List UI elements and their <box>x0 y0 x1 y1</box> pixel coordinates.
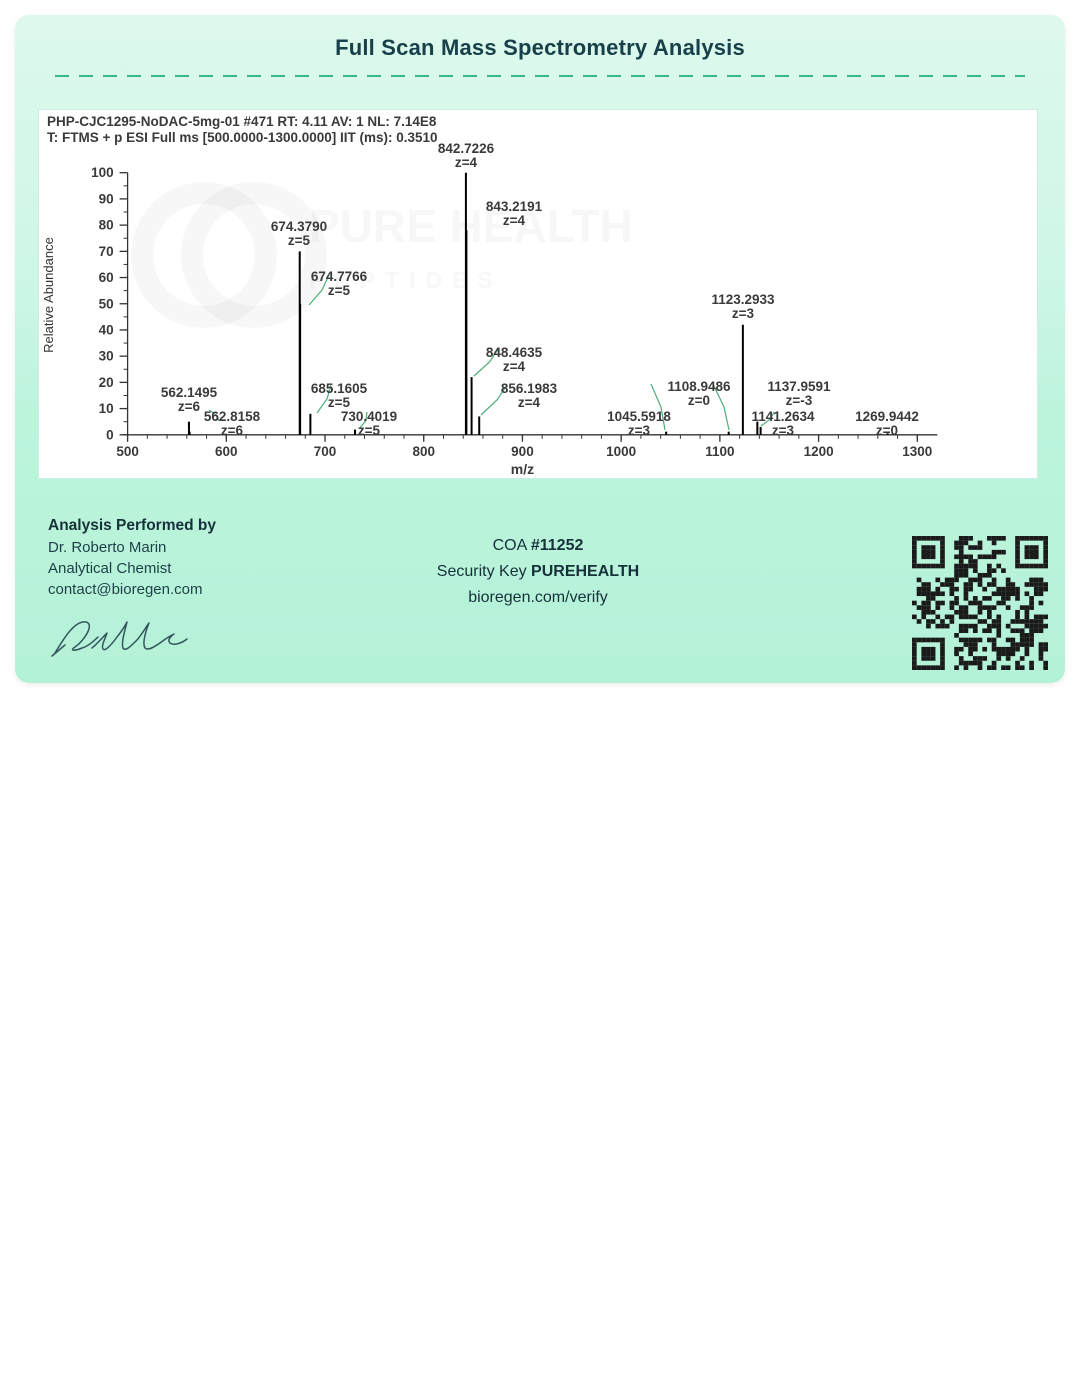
svg-text:1100: 1100 <box>705 444 734 459</box>
svg-text:500: 500 <box>116 444 139 459</box>
svg-text:100: 100 <box>91 165 114 180</box>
svg-text:90: 90 <box>99 191 114 206</box>
svg-text:50: 50 <box>99 296 114 311</box>
svg-text:80: 80 <box>99 218 114 233</box>
svg-text:40: 40 <box>99 322 114 337</box>
svg-text:1000: 1000 <box>606 444 636 459</box>
svg-text:70: 70 <box>99 244 114 259</box>
svg-text:700: 700 <box>314 444 337 459</box>
svg-text:1300: 1300 <box>902 444 932 459</box>
svg-text:10: 10 <box>99 401 114 416</box>
svg-text:60: 60 <box>99 270 114 285</box>
svg-text:30: 30 <box>99 349 114 364</box>
svg-text:800: 800 <box>412 444 435 459</box>
svg-text:1200: 1200 <box>804 444 834 459</box>
svg-text:20: 20 <box>99 375 114 390</box>
svg-text:m/z: m/z <box>511 461 534 477</box>
svg-text:900: 900 <box>511 444 534 459</box>
svg-text:600: 600 <box>215 444 238 459</box>
svg-text:0: 0 <box>106 427 114 442</box>
